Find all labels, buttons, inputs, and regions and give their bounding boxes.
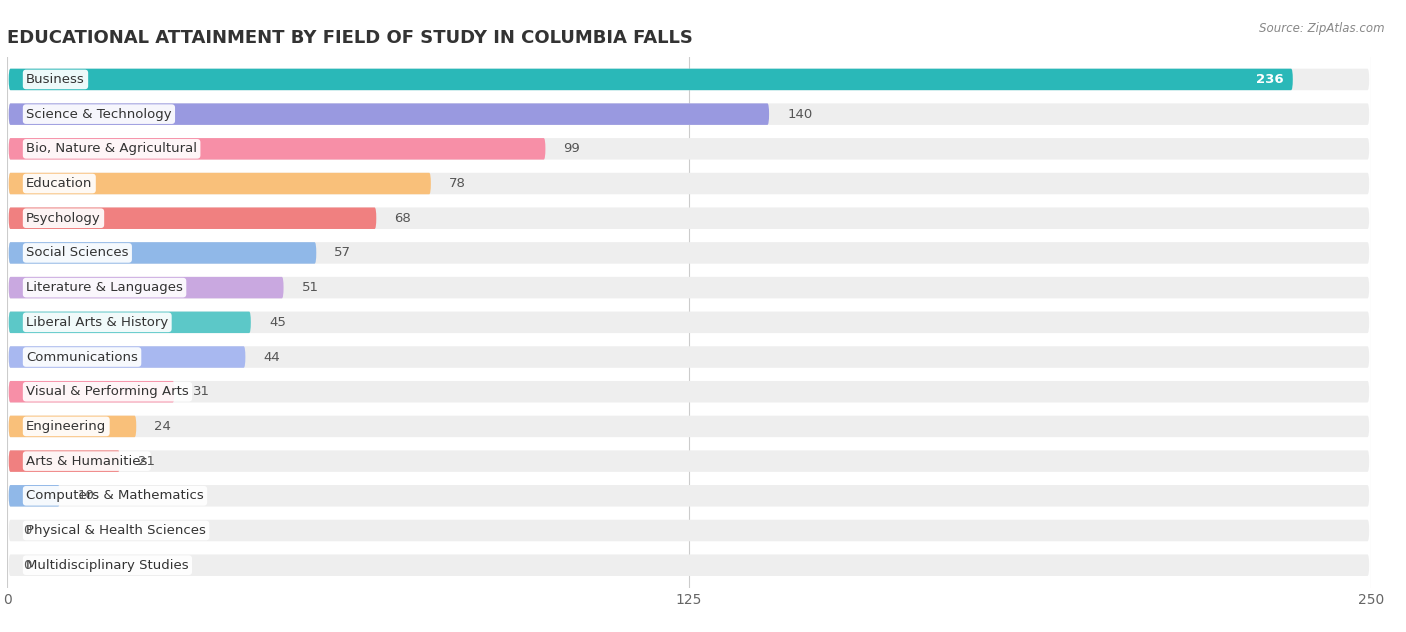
FancyBboxPatch shape [8, 451, 120, 472]
FancyBboxPatch shape [8, 138, 546, 160]
FancyBboxPatch shape [8, 104, 1369, 125]
FancyBboxPatch shape [8, 69, 1369, 90]
FancyBboxPatch shape [8, 554, 1369, 576]
Text: 57: 57 [335, 246, 352, 259]
Text: Science & Technology: Science & Technology [27, 107, 172, 121]
Text: EDUCATIONAL ATTAINMENT BY FIELD OF STUDY IN COLUMBIA FALLS: EDUCATIONAL ATTAINMENT BY FIELD OF STUDY… [7, 29, 693, 47]
Text: Multidisciplinary Studies: Multidisciplinary Studies [27, 559, 188, 572]
FancyBboxPatch shape [8, 69, 1292, 90]
Text: 21: 21 [138, 454, 155, 468]
FancyBboxPatch shape [8, 207, 1369, 229]
Text: Psychology: Psychology [27, 212, 101, 225]
Text: Communications: Communications [27, 351, 138, 363]
Text: Bio, Nature & Agricultural: Bio, Nature & Agricultural [27, 142, 197, 155]
FancyBboxPatch shape [8, 416, 136, 437]
Text: 236: 236 [1256, 73, 1284, 86]
Text: Visual & Performing Arts: Visual & Performing Arts [27, 386, 188, 398]
FancyBboxPatch shape [8, 485, 60, 507]
Text: Source: ZipAtlas.com: Source: ZipAtlas.com [1260, 22, 1385, 35]
FancyBboxPatch shape [8, 485, 1369, 507]
Text: Engineering: Engineering [27, 420, 107, 433]
FancyBboxPatch shape [8, 346, 246, 368]
FancyBboxPatch shape [8, 312, 250, 333]
Text: 99: 99 [564, 142, 581, 155]
Text: 51: 51 [302, 281, 319, 294]
FancyBboxPatch shape [8, 207, 377, 229]
Text: 10: 10 [77, 489, 94, 502]
FancyBboxPatch shape [8, 277, 1369, 298]
Text: Physical & Health Sciences: Physical & Health Sciences [27, 524, 207, 537]
FancyBboxPatch shape [8, 104, 769, 125]
Text: Business: Business [27, 73, 84, 86]
FancyBboxPatch shape [8, 416, 1369, 437]
Text: Computers & Mathematics: Computers & Mathematics [27, 489, 204, 502]
Text: Liberal Arts & History: Liberal Arts & History [27, 316, 169, 329]
Text: 24: 24 [155, 420, 172, 433]
FancyBboxPatch shape [8, 346, 1369, 368]
Text: Arts & Humanities: Arts & Humanities [27, 454, 148, 468]
Text: 31: 31 [193, 386, 209, 398]
FancyBboxPatch shape [8, 138, 1369, 160]
Text: 0: 0 [24, 559, 32, 572]
FancyBboxPatch shape [8, 277, 284, 298]
FancyBboxPatch shape [8, 173, 1369, 194]
FancyBboxPatch shape [8, 173, 430, 194]
FancyBboxPatch shape [8, 381, 1369, 403]
FancyBboxPatch shape [8, 451, 1369, 472]
FancyBboxPatch shape [8, 520, 1369, 541]
FancyBboxPatch shape [8, 312, 1369, 333]
Text: Literature & Languages: Literature & Languages [27, 281, 183, 294]
FancyBboxPatch shape [8, 242, 1369, 264]
FancyBboxPatch shape [8, 381, 174, 403]
Text: 140: 140 [787, 107, 813, 121]
Text: 0: 0 [24, 524, 32, 537]
Text: Education: Education [27, 177, 93, 190]
Text: 44: 44 [263, 351, 280, 363]
Text: 78: 78 [449, 177, 465, 190]
FancyBboxPatch shape [8, 242, 316, 264]
Text: Social Sciences: Social Sciences [27, 246, 128, 259]
Text: 45: 45 [269, 316, 285, 329]
Text: 68: 68 [394, 212, 411, 225]
